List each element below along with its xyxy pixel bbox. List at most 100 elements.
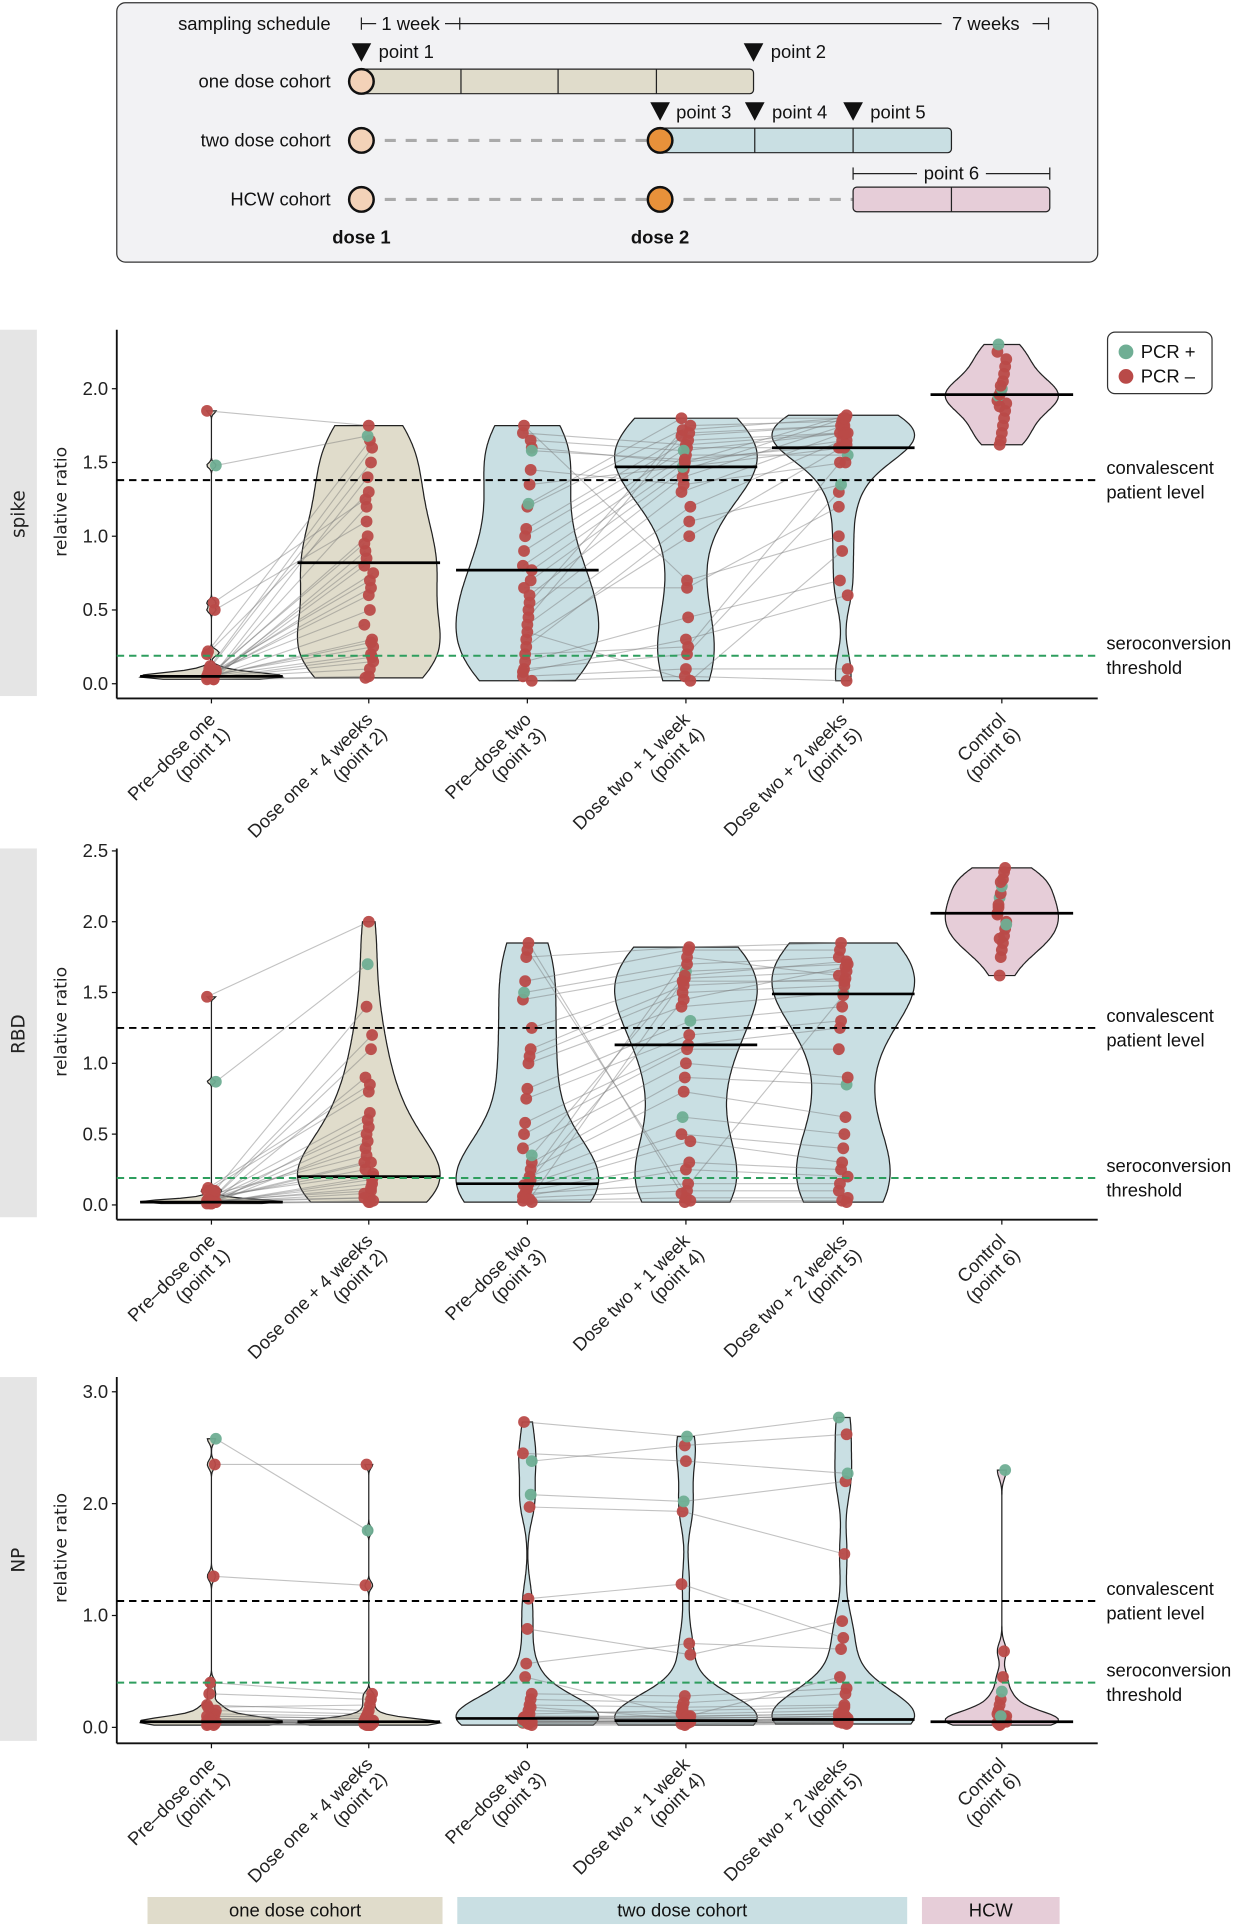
paired-line (212, 1161, 365, 1200)
point-pcr-neg (359, 1071, 372, 1084)
point-pcr-pos (525, 444, 538, 457)
point-pcr-neg (202, 645, 215, 658)
paired-line (208, 1704, 370, 1708)
x-tick-label: Dose two + 2 weeks(point 5) (719, 709, 865, 855)
convalescent-label: patient level (1106, 1029, 1204, 1050)
point-pcr-neg (207, 1570, 220, 1583)
paired-line (528, 417, 682, 505)
paired-line (206, 1715, 369, 1719)
paired-line (523, 447, 688, 552)
point-pcr-pos (209, 1432, 222, 1445)
point-pcr-neg (680, 633, 692, 646)
point-pcr-pos (676, 1111, 689, 1124)
paired-line (208, 587, 372, 677)
point-pcr-pos (994, 1710, 1007, 1723)
paired-line (522, 638, 687, 673)
paired-line (529, 1704, 683, 1708)
point-pcr-neg (840, 674, 853, 687)
paired-line (530, 999, 685, 1180)
point-pcr-neg (522, 1592, 535, 1605)
paired-line (213, 1715, 366, 1719)
paired-line (689, 1161, 842, 1171)
point-pcr-neg (832, 1708, 845, 1720)
x-tick-label: Dose two + 2 weeks(point 5) (719, 1753, 865, 1899)
point-pcr-neg (837, 1631, 850, 1644)
point-pcr-pos (681, 1430, 693, 1443)
point-pcr-neg (678, 453, 691, 466)
point-pcr-neg (518, 419, 530, 432)
seroconversion-label: seroconversion (1106, 1659, 1231, 1680)
point-pcr-neg (520, 1092, 533, 1105)
paired-line (682, 447, 845, 468)
point-pcr-neg (683, 515, 696, 528)
point-pcr-neg (993, 400, 1006, 413)
point-pcr-neg (677, 993, 690, 1006)
paired-line (530, 1494, 684, 1502)
paired-line (681, 1721, 844, 1725)
convalescent-label: convalescent (1106, 1578, 1214, 1599)
point-pcr-neg (523, 596, 536, 609)
paired-line (213, 677, 366, 680)
paired-line (531, 975, 686, 1156)
paired-line (212, 1197, 365, 1202)
point-pcr-neg (359, 671, 372, 684)
paired-line (527, 506, 691, 626)
paired-line (207, 609, 371, 674)
legend: PCR + PCR – (1106, 331, 1213, 395)
paired-line (523, 963, 688, 994)
paired-line (206, 410, 369, 427)
point-pcr-neg (684, 1648, 697, 1661)
paired-line (209, 641, 372, 677)
point-pcr-neg (201, 404, 213, 417)
violin (455, 942, 600, 1203)
paired-line (522, 432, 686, 446)
paired-line (525, 521, 690, 648)
paired-line (209, 1190, 372, 1202)
paired-line (524, 616, 689, 663)
point-pcr-neg (837, 989, 850, 1002)
x-tick-label: Dose one + 4 weeks(point 2) (243, 709, 391, 857)
y-axis-title: relative ratio (51, 447, 71, 557)
point-pcr-neg (360, 1458, 373, 1471)
paired-line (531, 1693, 685, 1697)
x-tick-label-line: Dose two + 2 weeks (719, 709, 851, 841)
paired-line (530, 439, 684, 452)
paired-line (522, 1197, 686, 1202)
paired-line (206, 1126, 370, 1202)
paired-line (684, 439, 847, 464)
point-pcr-neg (522, 611, 535, 624)
y-tick-label: 1.0 (83, 1052, 109, 1073)
paired-line (690, 1006, 843, 1022)
point-pcr-neg (678, 1439, 691, 1452)
paired-line (685, 1460, 848, 1474)
paired-line (208, 1723, 370, 1726)
paired-line (210, 1178, 373, 1205)
paired-line (527, 942, 682, 1194)
paired-line (524, 439, 689, 537)
paired-line (687, 462, 841, 648)
point-pcr-neg (998, 1645, 1010, 1658)
cohort-bar: one dose cohort two dose cohort HCW (147, 1897, 1060, 1925)
x-tick-label: Control(point 6) (947, 1230, 1024, 1307)
paired-line (207, 1084, 371, 1189)
point-6-label: point 6 (924, 163, 979, 184)
paired-line (685, 963, 848, 972)
legend-label-pcr-pos: PCR + (1141, 341, 1196, 362)
paired-line (689, 1642, 842, 1650)
paired-line (531, 447, 685, 464)
y-tick-label: 2.0 (83, 911, 109, 932)
cohort-hcw (921, 1897, 1060, 1925)
paired-line (213, 1575, 366, 1586)
point-pcr-neg (680, 663, 692, 675)
point-pcr-neg (1000, 353, 1013, 366)
paired-line (530, 984, 684, 1050)
panel-rbd: RBD relative ratio 0.0 0.5 1.0 1.5 2.0 2.5 Pre–d… (0, 840, 1231, 1363)
paired-line (209, 1187, 372, 1203)
point-pcr-neg (675, 1578, 688, 1591)
point-markers (351, 43, 863, 121)
x-tick-label: Pre–dose two(point 3) (441, 1753, 550, 1862)
point-pcr-neg (675, 1187, 688, 1200)
paired-line (211, 1176, 374, 1205)
paired-line (526, 1715, 690, 1721)
y-tick-label: 3.0 (83, 1381, 109, 1402)
